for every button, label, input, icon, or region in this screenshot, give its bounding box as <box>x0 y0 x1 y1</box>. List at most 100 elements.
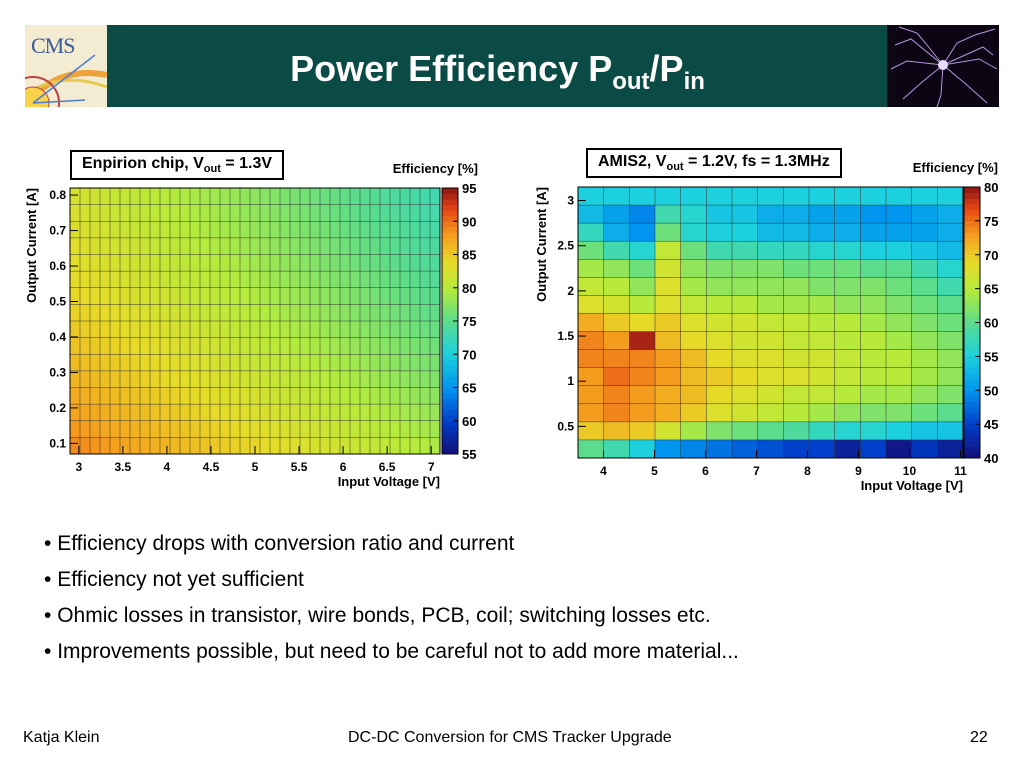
heatmap-cell <box>100 287 111 305</box>
heatmap-cell <box>390 271 401 289</box>
heatmap-cell <box>250 304 261 322</box>
heatmap-cell <box>757 205 784 224</box>
colorbar-segment <box>442 337 458 344</box>
heatmap-cell <box>190 387 201 405</box>
colorbar-segment <box>442 332 458 339</box>
colorbar-segment <box>442 271 458 278</box>
heatmap-cell <box>360 437 371 455</box>
heatmap-cell <box>200 254 211 272</box>
cms-logo-graphic <box>25 25 107 107</box>
heatmap-cell <box>603 385 630 405</box>
heatmap-cell <box>655 313 681 332</box>
heatmap-cell <box>70 354 81 372</box>
heatmap-cell <box>120 254 131 272</box>
colorbar-tick-label: 55 <box>462 447 476 462</box>
heatmap-cell <box>140 304 151 322</box>
colorbar-segment <box>442 188 458 194</box>
heatmap-cell <box>783 331 810 350</box>
heatmap-cell <box>310 404 321 422</box>
colorbar-segment <box>442 287 458 294</box>
colorbar-segment <box>964 384 980 391</box>
heatmap-cell <box>330 204 341 222</box>
heatmap-cell <box>420 271 431 289</box>
heatmap-cell <box>350 304 361 322</box>
heatmap-cell <box>230 287 241 305</box>
heatmap-cell <box>390 437 401 455</box>
heatmap-cell <box>110 304 121 322</box>
heatmap-cell <box>190 304 201 322</box>
heatmap-cell <box>220 221 231 239</box>
heatmap-cell <box>410 254 421 272</box>
heatmap-cell <box>120 271 131 289</box>
heatmap-cell <box>160 254 171 272</box>
colorbar-tick-label: 40 <box>984 451 998 466</box>
heatmap-cell <box>410 404 421 422</box>
heatmap-cell <box>190 188 201 205</box>
colorbar-segment <box>442 381 458 388</box>
heatmap-cell <box>937 205 964 224</box>
heatmap-cell <box>420 354 431 372</box>
heatmap-cell <box>80 271 91 289</box>
colorbar-tick-label: 70 <box>984 248 998 263</box>
x-tick-label: 6 <box>340 460 347 474</box>
heatmap-cell <box>170 188 181 205</box>
heatmap-cell <box>310 337 321 355</box>
heatmap-cell <box>860 367 887 387</box>
heatmap-cell <box>937 313 964 332</box>
heatmap-cell <box>170 404 181 422</box>
heatmap-cell <box>80 420 91 438</box>
heatmap-cell <box>120 337 131 355</box>
heatmap-cell <box>886 187 912 206</box>
heatmap-cell <box>350 237 361 255</box>
heatmap-cell <box>100 321 111 338</box>
heatmap-cell <box>300 271 311 289</box>
colorbar-segment <box>442 426 458 433</box>
colorbar-tick-label: 85 <box>462 248 476 263</box>
heatmap-cell <box>410 237 421 255</box>
heatmap-cell <box>680 421 707 441</box>
heatmap-cell <box>320 287 331 305</box>
heatmap-cell <box>380 304 391 322</box>
heatmap-cell <box>320 420 331 438</box>
heatmap-cell <box>240 337 251 355</box>
heatmap-cell <box>420 237 431 255</box>
heatmap-cell <box>578 295 604 314</box>
heatmap-cell <box>290 370 301 388</box>
heatmap-cell <box>230 254 241 272</box>
heatmap-cell <box>70 237 81 255</box>
heatmap-cell <box>110 237 121 255</box>
enpirion-heatmap-svg: 3 3.5 4 4.5 5 5.5 6 6.5 7 0.1 0.2 0.3 0.4 0.5 0.6 0.7 0.… <box>24 161 478 489</box>
heatmap-cell <box>655 403 681 423</box>
heatmap-cell <box>330 420 341 438</box>
heatmap-cell <box>937 349 964 368</box>
heatmap-cell <box>886 313 912 332</box>
heatmap-cell <box>120 437 131 455</box>
heatmap-cell <box>629 205 656 224</box>
heatmap-cell <box>250 420 261 438</box>
heatmap-cell <box>220 337 231 355</box>
y-tick-label: 3 <box>567 194 574 208</box>
colorbar-segment <box>442 398 458 405</box>
heatmap-cell <box>250 237 261 255</box>
colorbar-segment <box>442 304 458 311</box>
heatmap-cell <box>390 221 401 239</box>
heatmap-cell <box>430 237 441 255</box>
y-tick-label: 0.5 <box>557 419 574 433</box>
colorbar-tick-label: 60 <box>984 316 998 331</box>
heatmap-cell <box>655 277 681 296</box>
heatmap-cell <box>230 437 241 455</box>
colorbar-segment <box>442 210 458 217</box>
colorbar-segment <box>442 409 458 416</box>
heatmap-cell <box>90 287 101 305</box>
heatmap-cell <box>80 221 91 239</box>
heatmap-cell <box>150 287 161 305</box>
heatmap-cell <box>110 188 121 205</box>
heatmap-cell <box>310 437 321 455</box>
heatmap-cell <box>757 313 784 332</box>
heatmap-cell <box>860 277 887 296</box>
heatmap-cell <box>250 370 261 388</box>
heatmap-cell <box>180 370 191 388</box>
colorbar-segment <box>442 298 458 305</box>
heatmap-cell <box>230 237 241 255</box>
heatmap-cell <box>330 287 341 305</box>
